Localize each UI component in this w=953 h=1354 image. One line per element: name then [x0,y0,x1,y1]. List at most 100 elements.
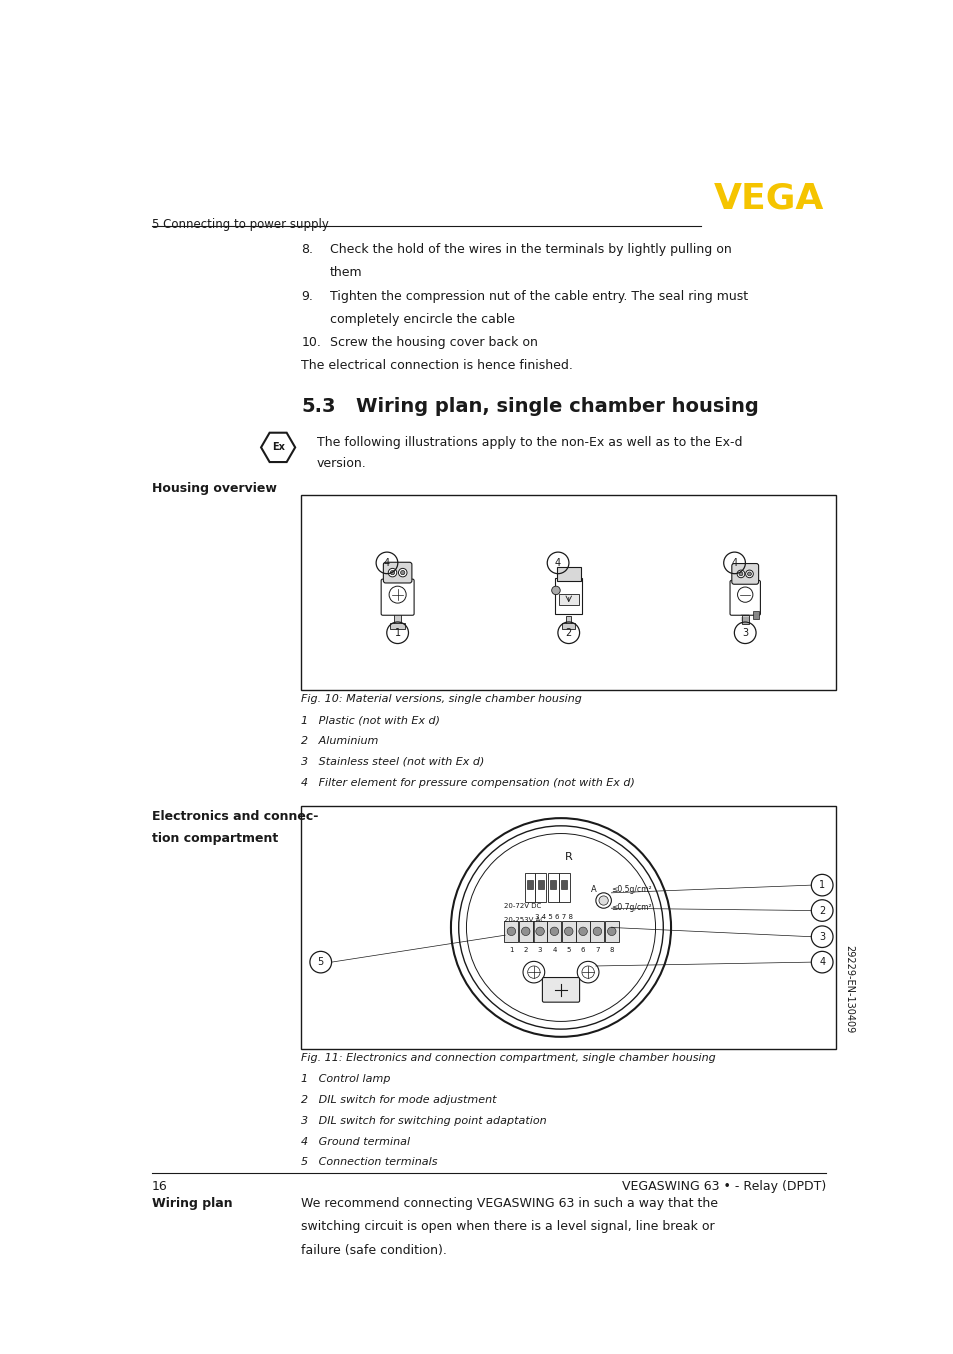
FancyBboxPatch shape [558,873,569,902]
FancyBboxPatch shape [383,562,412,584]
Bar [301,806,835,1049]
Text: 5: 5 [566,946,570,953]
Text: them: them [330,267,362,279]
Text: 1: 1 [819,880,824,890]
FancyBboxPatch shape [561,623,575,628]
Text: ≤0.5g/cm²: ≤0.5g/cm² [611,886,651,894]
Bar [301,496,835,691]
Text: Fig. 10: Material versions, single chamber housing: Fig. 10: Material versions, single chamb… [301,693,581,704]
Text: 8.: 8. [301,244,313,256]
Text: failure (safe condition).: failure (safe condition). [301,1243,447,1257]
Circle shape [737,570,744,578]
FancyBboxPatch shape [604,921,618,942]
Circle shape [398,569,407,577]
Circle shape [390,570,395,574]
Circle shape [521,927,530,936]
FancyBboxPatch shape [537,880,543,890]
Circle shape [577,961,598,983]
Circle shape [468,835,654,1020]
Text: 1   Control lamp: 1 Control lamp [301,1074,391,1085]
Circle shape [507,927,516,936]
Text: completely encircle the cable: completely encircle the cable [330,313,515,325]
Circle shape [747,571,751,575]
Circle shape [536,927,544,936]
Text: 4: 4 [383,558,390,567]
Text: 4   Filter element for pressure compensation (not with Ex d): 4 Filter element for pressure compensati… [301,777,635,788]
Text: VEGASWING 63 • - Relay (DPDT): VEGASWING 63 • - Relay (DPDT) [621,1179,825,1193]
Text: 5.3: 5.3 [301,397,335,416]
FancyBboxPatch shape [524,873,535,902]
Text: 4   Ground terminal: 4 Ground terminal [301,1136,410,1147]
Text: tion compartment: tion compartment [152,831,277,845]
Text: 2: 2 [565,628,571,638]
Text: 2: 2 [819,906,824,915]
Text: Wiring plan: Wiring plan [152,1197,233,1210]
Circle shape [739,571,742,575]
Text: 2   Aluminium: 2 Aluminium [301,737,378,746]
FancyBboxPatch shape [752,611,758,619]
Text: 1: 1 [395,628,400,638]
FancyBboxPatch shape [729,581,760,615]
Text: 4: 4 [731,558,737,567]
FancyBboxPatch shape [590,921,604,942]
Text: 9.: 9. [301,290,313,302]
Text: 2   DIL switch for mode adjustment: 2 DIL switch for mode adjustment [301,1095,497,1105]
Circle shape [400,570,404,574]
Text: Wiring plan, single chamber housing: Wiring plan, single chamber housing [355,397,758,416]
Text: 8: 8 [609,946,614,953]
Text: 3: 3 [741,628,747,638]
Text: 3   Stainless steel (not with Ex d): 3 Stainless steel (not with Ex d) [301,757,484,766]
Text: 3   DIL switch for switching point adaptation: 3 DIL switch for switching point adaptat… [301,1116,546,1125]
Text: 3 4 5 6 7 8: 3 4 5 6 7 8 [535,914,573,919]
Text: 7: 7 [595,946,599,953]
Text: The following illustrations apply to the non-Ex as well as to the Ex-d: The following illustrations apply to the… [316,436,741,448]
FancyBboxPatch shape [556,567,580,581]
Text: 5   Connection terminals: 5 Connection terminals [301,1158,437,1167]
FancyBboxPatch shape [542,978,579,1002]
FancyBboxPatch shape [381,580,414,615]
Text: switching circuit is open when there is a level signal, line break or: switching circuit is open when there is … [301,1220,714,1233]
Circle shape [745,570,753,578]
Text: We recommend connecting VEGASWING 63 in such a way that the: We recommend connecting VEGASWING 63 in … [301,1197,718,1210]
Text: 5: 5 [317,957,323,967]
Text: version.: version. [316,458,366,470]
Text: 5 Connecting to power supply: 5 Connecting to power supply [152,218,329,232]
FancyBboxPatch shape [741,615,748,624]
FancyBboxPatch shape [558,594,578,605]
Circle shape [551,586,559,594]
Text: Fig. 11: Electronics and connection compartment, single chamber housing: Fig. 11: Electronics and connection comp… [301,1052,716,1063]
FancyBboxPatch shape [390,623,405,628]
Text: Screw the housing cover back on: Screw the housing cover back on [330,336,537,349]
FancyBboxPatch shape [394,613,400,624]
FancyBboxPatch shape [533,921,546,942]
Text: 1   Plastic (not with Ex d): 1 Plastic (not with Ex d) [301,715,440,726]
Circle shape [522,961,544,983]
Text: Housing overview: Housing overview [152,482,276,496]
Text: 1: 1 [509,946,513,953]
FancyBboxPatch shape [561,921,575,942]
Text: Ex: Ex [272,443,284,452]
Circle shape [607,927,616,936]
Text: 16: 16 [152,1179,168,1193]
FancyBboxPatch shape [731,563,758,584]
Text: 3: 3 [537,946,541,953]
FancyBboxPatch shape [518,921,532,942]
Circle shape [578,927,587,936]
FancyBboxPatch shape [535,873,546,902]
Text: R: R [564,852,572,862]
FancyBboxPatch shape [526,880,533,890]
Text: 4: 4 [555,558,560,567]
Text: Check the hold of the wires in the terminals by lightly pulling on: Check the hold of the wires in the termi… [330,244,731,256]
FancyBboxPatch shape [547,921,560,942]
Text: Tighten the compression nut of the cable entry. The seal ring must: Tighten the compression nut of the cable… [330,290,747,302]
Text: 20-253V AC: 20-253V AC [504,917,545,922]
Circle shape [598,896,608,904]
FancyBboxPatch shape [565,616,571,624]
FancyBboxPatch shape [555,578,581,615]
Text: VEGA: VEGA [714,181,823,215]
Text: 4: 4 [819,957,824,967]
Text: The electrical connection is hence finished.: The electrical connection is hence finis… [301,359,573,372]
FancyBboxPatch shape [547,873,558,902]
Text: ≤0.7g/cm²: ≤0.7g/cm² [611,903,651,911]
Text: 20-72V DC: 20-72V DC [504,903,541,909]
